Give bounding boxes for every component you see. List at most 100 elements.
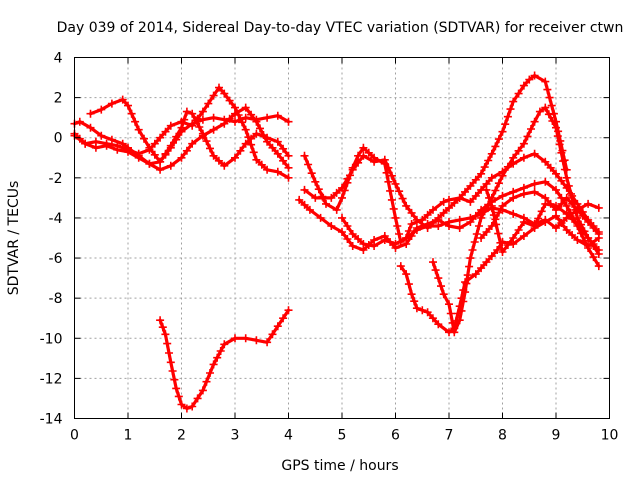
data-point-marker bbox=[429, 258, 437, 267]
data-point-marker bbox=[198, 129, 207, 138]
x-tick-label: 4 bbox=[284, 428, 293, 444]
data-point-marker bbox=[215, 83, 223, 92]
data-point-marker bbox=[252, 117, 261, 126]
data-point-marker bbox=[412, 304, 421, 313]
data-point-marker bbox=[391, 179, 400, 188]
data-point-marker bbox=[487, 252, 496, 261]
data-point-marker bbox=[555, 140, 564, 149]
data-point-marker bbox=[503, 241, 512, 249]
data-point-marker bbox=[107, 135, 116, 144]
data-point-marker bbox=[166, 141, 175, 150]
data-point-marker bbox=[480, 207, 489, 216]
data-point-marker bbox=[509, 97, 518, 106]
data-point-marker bbox=[543, 85, 552, 94]
y-tick-label: -14 bbox=[40, 412, 63, 428]
data-point-marker bbox=[482, 185, 491, 194]
data-point-marker bbox=[496, 238, 505, 247]
data-point-marker bbox=[314, 185, 323, 194]
data-point-marker bbox=[455, 224, 464, 232]
data-point-marker bbox=[273, 167, 282, 176]
data-point-marker bbox=[423, 210, 432, 219]
data-point-marker bbox=[395, 230, 404, 238]
data-point-marker bbox=[134, 149, 143, 158]
data-point-marker bbox=[81, 139, 90, 148]
data-point-marker bbox=[386, 186, 395, 195]
series-track-m bbox=[482, 185, 603, 256]
data-point-marker bbox=[494, 179, 503, 188]
data-point-marker bbox=[519, 189, 528, 198]
data-point-marker bbox=[541, 157, 550, 166]
data-point-marker bbox=[568, 231, 577, 239]
data-point-marker bbox=[446, 309, 455, 318]
data-point-marker bbox=[410, 297, 419, 306]
series-track-c bbox=[86, 95, 293, 170]
data-point-marker bbox=[216, 347, 225, 355]
data-point-marker bbox=[382, 168, 391, 177]
data-point-marker bbox=[573, 220, 582, 228]
data-point-marker bbox=[487, 222, 496, 230]
data-point-marker bbox=[465, 262, 474, 271]
data-point-marker bbox=[166, 358, 175, 367]
data-point-marker bbox=[241, 103, 250, 112]
x-tick-label: 8 bbox=[498, 428, 507, 444]
data-point-marker bbox=[214, 156, 223, 165]
data-point-marker bbox=[343, 178, 352, 187]
data-point-marker bbox=[391, 213, 400, 222]
data-point-marker bbox=[455, 215, 464, 224]
data-point-marker bbox=[174, 392, 183, 401]
data-point-marker bbox=[134, 125, 143, 134]
data-point-marker bbox=[284, 163, 293, 172]
data-point-marker bbox=[252, 129, 261, 138]
data-point-marker bbox=[418, 306, 427, 315]
data-point-marker bbox=[461, 187, 469, 196]
data-point-marker bbox=[86, 123, 95, 132]
data-point-marker bbox=[509, 234, 518, 242]
data-point-marker bbox=[494, 208, 503, 217]
data-point-marker bbox=[354, 151, 363, 160]
y-tick-label: -10 bbox=[40, 331, 63, 347]
data-point-marker bbox=[209, 360, 218, 369]
data-point-marker bbox=[206, 369, 214, 377]
data-point-marker bbox=[182, 404, 191, 413]
data-point-marker bbox=[547, 101, 556, 110]
series-track-d bbox=[70, 83, 293, 182]
data-point-marker bbox=[273, 322, 282, 331]
data-point-marker bbox=[573, 205, 582, 214]
data-point-marker bbox=[519, 81, 528, 90]
data-point-marker bbox=[389, 204, 398, 213]
data-point-marker bbox=[268, 330, 277, 339]
x-tick-label: 3 bbox=[231, 428, 240, 444]
data-point-marker bbox=[455, 193, 464, 202]
data-point-marker bbox=[198, 107, 207, 116]
data-point-marker bbox=[498, 191, 507, 200]
data-point-marker bbox=[311, 177, 320, 186]
data-point-marker bbox=[244, 133, 253, 142]
data-point-marker bbox=[124, 145, 132, 154]
data-point-marker bbox=[472, 230, 481, 238]
data-point-marker bbox=[241, 334, 250, 343]
data-point-marker bbox=[525, 75, 534, 84]
data-point-marker bbox=[188, 139, 197, 148]
data-point-marker bbox=[494, 229, 503, 238]
data-point-marker bbox=[445, 218, 453, 226]
data-point-marker bbox=[172, 132, 181, 141]
data-point-marker bbox=[519, 153, 528, 162]
data-point-marker bbox=[198, 115, 207, 124]
data-point-marker bbox=[564, 181, 573, 190]
data-point-marker bbox=[509, 153, 518, 162]
data-point-marker bbox=[535, 107, 544, 116]
data-point-marker bbox=[541, 218, 550, 226]
data-point-marker bbox=[172, 384, 181, 393]
data-point-marker bbox=[332, 188, 341, 197]
data-point-marker bbox=[534, 214, 543, 223]
data-point-marker bbox=[75, 117, 84, 126]
data-point-marker bbox=[150, 150, 159, 159]
data-point-marker bbox=[307, 169, 316, 178]
data-point-marker bbox=[256, 124, 264, 133]
data-point-marker bbox=[455, 316, 464, 325]
data-point-marker bbox=[231, 334, 239, 343]
data-point-marker bbox=[182, 146, 191, 155]
data-point-marker bbox=[557, 219, 566, 227]
data-point-marker bbox=[231, 153, 239, 162]
data-point-marker bbox=[503, 162, 512, 171]
